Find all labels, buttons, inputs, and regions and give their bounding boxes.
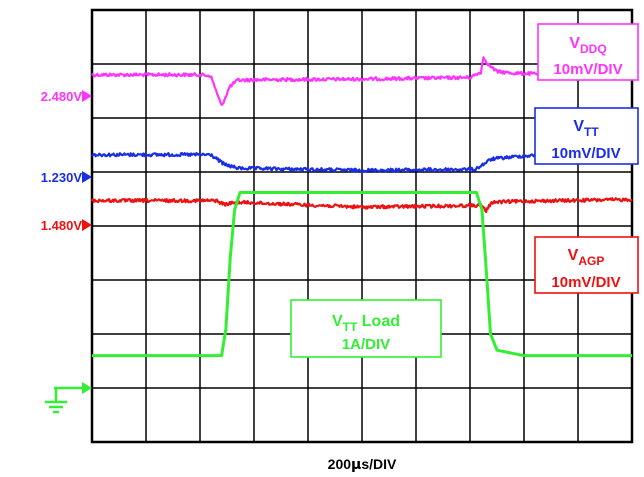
vtt-legend-box: VTT 10mV/DIV — [534, 107, 639, 165]
vagp-legend-scale: 10mV/DIV — [551, 274, 620, 291]
load-legend-box: VTT Load 1A/DIV — [290, 299, 442, 358]
vddq-channel-marker — [82, 90, 92, 102]
load-channel-marker — [82, 382, 92, 394]
vtt-level-label: 1.230V — [41, 170, 83, 185]
vagp-legend-box: VAGP 10mV/DIV — [534, 236, 639, 294]
vagp-level-label: 1.480V — [41, 218, 83, 233]
load-legend-name: VTT Load — [332, 313, 400, 334]
ground-icon — [45, 386, 82, 414]
vtt-channel-marker — [82, 171, 92, 183]
vagp-channel-marker — [82, 219, 92, 231]
vagp-trace — [91, 197, 633, 213]
x-axis-label: 200μs/DIV — [328, 456, 397, 473]
vddq-level-label: 2.480V — [41, 89, 83, 104]
scope-grid — [90, 8, 634, 444]
vddq-legend-scale: 10mV/DIV — [553, 61, 622, 78]
load-legend-scale: 1A/DIV — [342, 336, 390, 353]
load-trace — [92, 191, 632, 358]
vagp-legend-name: VAGP — [568, 247, 605, 268]
vtt-legend-name: VTT — [573, 118, 599, 139]
vddq-legend-name: VDDQ — [569, 35, 606, 56]
vddq-legend-box: VDDQ 10mV/DIV — [537, 23, 639, 81]
vtt-legend-scale: 10mV/DIV — [551, 145, 620, 162]
